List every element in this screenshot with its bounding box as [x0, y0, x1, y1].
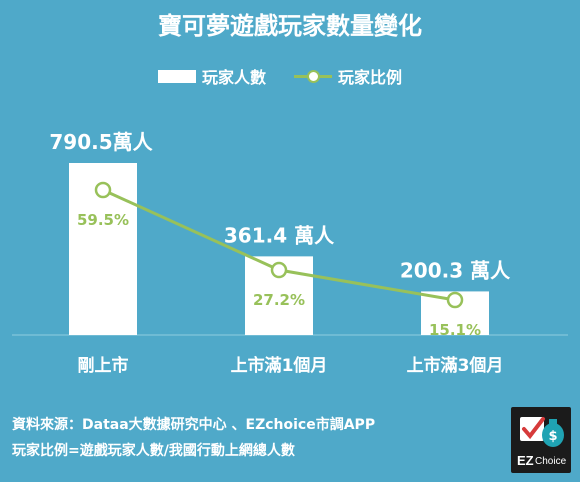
chart-legend: 玩家人數 玩家比例: [158, 64, 402, 88]
legend-bar-label: 玩家人數: [202, 68, 267, 87]
category-label-0: 剛上市: [78, 355, 129, 376]
svg-text:$: $: [548, 429, 557, 444]
ratio-label-1: 27.2%: [253, 291, 305, 309]
bar-value-label-0: 790.5萬人: [49, 130, 153, 154]
source-note: 資料來源：Dataa大數據研究中心 、EZchoice市調APP: [12, 417, 376, 433]
chart-title: 寶可夢遊戲玩家數量變化: [158, 12, 422, 40]
legend-line-label: 玩家比例: [338, 68, 403, 87]
ratio-point-0: [94, 181, 112, 199]
ratio-point-1: [270, 261, 288, 279]
legend-item-bar: 玩家人數: [158, 64, 266, 88]
legend-item-line: 玩家比例: [266, 64, 402, 88]
bar-value-label-1: 361.4 萬人: [224, 223, 335, 247]
ratio-label-0: 59.5%: [77, 211, 129, 229]
logo-brand-suffix: Choice: [535, 456, 567, 467]
ratio-label-2: 15.1%: [429, 321, 481, 339]
bar-value-label-2: 200.3 萬人: [400, 258, 511, 282]
ezchoice-logo: $ EZ Choice: [511, 407, 571, 473]
category-label-2: 上市滿3個月: [407, 355, 504, 376]
legend-line-swatch: [294, 69, 333, 83]
money-bag-check-icon: $: [520, 417, 564, 447]
definition-note: 玩家比例=遊戲玩家人數/我國行動上網總人數: [12, 443, 295, 459]
category-label-1: 上市滿1個月: [231, 355, 328, 376]
ratio-point-2: [446, 291, 464, 309]
legend-bar-swatch: [158, 69, 196, 83]
logo-brand: EZ: [517, 453, 534, 468]
